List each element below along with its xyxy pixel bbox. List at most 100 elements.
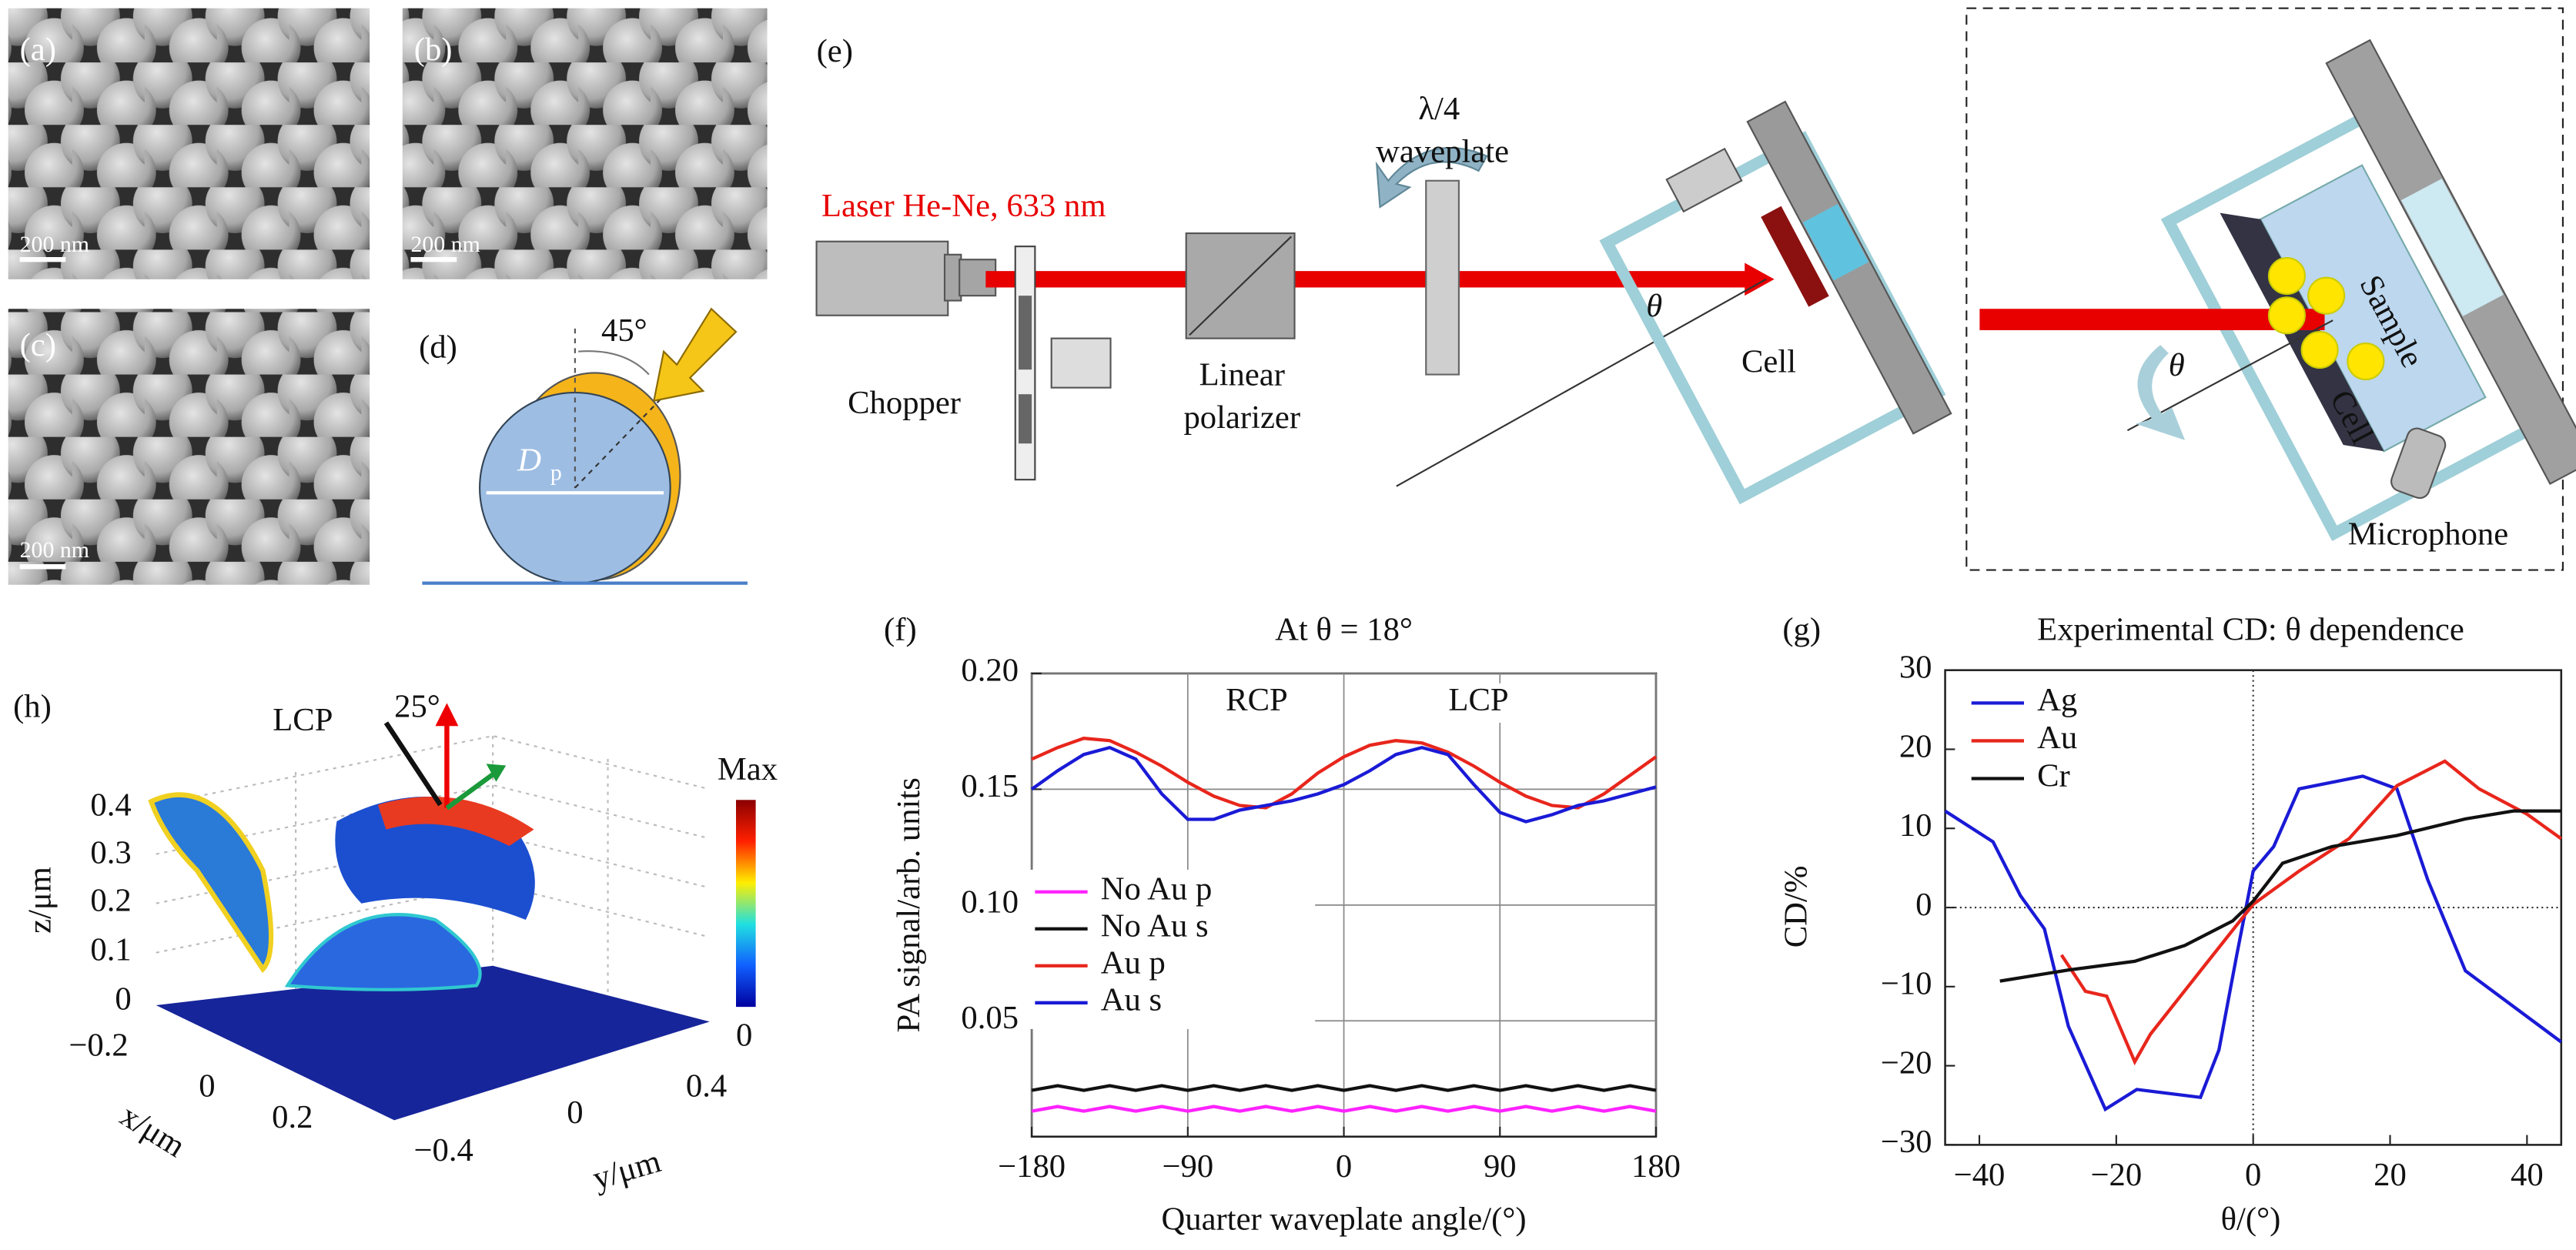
annotation: LCP [1448, 682, 1508, 718]
series-line [1031, 1084, 1657, 1092]
x-tick: 0 [199, 1068, 215, 1105]
diameter-label: D [517, 443, 541, 479]
inset-beam [1979, 309, 2325, 330]
sem-image [402, 8, 768, 279]
particle [2267, 257, 2306, 296]
series-line [1944, 774, 2563, 1112]
diameter-subscript: p [550, 460, 562, 486]
panel-label: (a) [20, 32, 56, 68]
x-tick-label: 40 [2511, 1157, 2544, 1193]
series-line [1999, 809, 2561, 983]
microphone [2390, 427, 2447, 500]
panel-label: (g) [1782, 611, 1821, 647]
angle-arc [578, 350, 650, 376]
z-tick: 0.3 [90, 835, 131, 871]
cell-glass [2400, 179, 2504, 316]
y-tick: 0.4 [686, 1068, 727, 1105]
legend-label: Au p [1101, 945, 1166, 981]
y-tick: 0 [567, 1095, 583, 1131]
y-tick: −0.4 [413, 1132, 473, 1168]
legend-label: Cr [2037, 757, 2070, 794]
x-axis-label: Quarter waveplate angle/(°) [1161, 1201, 1526, 1237]
sample [1761, 206, 1829, 307]
y-tick-label: 0.10 [961, 884, 1019, 921]
z-tick: 0 [115, 981, 131, 1018]
polarizer-label: polarizer [1183, 399, 1300, 436]
x-tick-label: −20 [2090, 1157, 2142, 1193]
angle-label: 25° [394, 689, 440, 725]
axis-arrow [445, 770, 498, 810]
theta-line [2126, 319, 2333, 432]
scale-label: 200 nm [20, 232, 89, 257]
panel-label: (b) [414, 32, 453, 68]
z-tick: 0.4 [90, 787, 131, 824]
theta-label: θ [1646, 288, 1662, 324]
y-tick-label: 0.20 [961, 653, 1019, 689]
y-tick-label: 20 [1899, 728, 1932, 764]
x-tick-label: −90 [1162, 1148, 1213, 1185]
panel-label: (d) [419, 329, 457, 365]
legend-label: Au s [1101, 982, 1162, 1018]
x-tick-label: 20 [2374, 1157, 2407, 1193]
cell-glass [1802, 204, 1869, 281]
y-tick-label: 10 [1899, 807, 1932, 844]
y-tick-label: 0.05 [961, 1000, 1019, 1036]
microphone [1665, 147, 1743, 213]
particle [2300, 331, 2339, 369]
y-axis-label: PA signal/arb. units [891, 777, 927, 1032]
panel-label: (c) [20, 327, 56, 363]
z-tick: 0.1 [90, 932, 131, 968]
lcp-label: LCP [273, 702, 333, 738]
panel-b: (b) 200 nm [402, 8, 768, 279]
legend-label: No Au s [1101, 908, 1209, 944]
x-tick-label: 90 [1484, 1148, 1517, 1185]
x-axis-label: θ/(°) [2221, 1201, 2281, 1237]
microphone-label: Microphone [2348, 516, 2509, 553]
scale-label: 200 nm [410, 232, 480, 257]
particle [2347, 342, 2385, 381]
waveplate-label: λ/4 [1418, 91, 1460, 127]
light-arrow [652, 307, 738, 403]
incidence-line [574, 393, 667, 489]
y-tick-label: 30 [1899, 649, 1932, 685]
inset-cell [2160, 38, 2576, 541]
y-tick-label: 0 [1915, 887, 1932, 923]
x-tick: −0.2 [69, 1027, 128, 1063]
chopper-motor [1050, 337, 1112, 389]
colorbar [736, 800, 756, 1008]
particles [2267, 257, 2385, 381]
y-tick-label: −10 [1881, 966, 1932, 1002]
particle [2307, 276, 2346, 315]
chart-title: Experimental CD: θ dependence [2037, 611, 2464, 647]
blob [284, 913, 482, 991]
beam-head [1745, 262, 1775, 296]
arrow-head [486, 764, 507, 782]
annotation-bg [1210, 683, 1303, 723]
y-tick-label: 0.15 [961, 768, 1019, 804]
panel-c: (c) 200 nm [8, 309, 370, 585]
cell [1599, 100, 1952, 505]
sample-edge [2220, 212, 2384, 452]
laser [815, 240, 949, 316]
series-line [1031, 1105, 1657, 1113]
y-tick-label: −30 [1881, 1124, 1932, 1160]
x-tick-label: −180 [998, 1148, 1066, 1185]
theta-line [1396, 278, 1767, 487]
x-tick: 0.2 [272, 1099, 313, 1135]
legend-label: Au [2037, 720, 2077, 756]
scale-label: 200 nm [20, 537, 89, 563]
series-line [1031, 737, 1658, 810]
panel-label: (h) [13, 689, 52, 725]
blob [148, 792, 274, 974]
series-line [2059, 759, 2563, 1066]
chopper-label: Chopper [848, 385, 961, 421]
particle [2267, 296, 2306, 335]
chopper-blade [1019, 394, 1032, 444]
inset-frame [1965, 7, 2564, 571]
panel-label: (e) [817, 33, 853, 69]
sem-image [8, 8, 370, 279]
annotation: RCP [1226, 682, 1288, 718]
rotation-arrow [1375, 147, 1488, 209]
x-label: x/μm [114, 1098, 192, 1165]
